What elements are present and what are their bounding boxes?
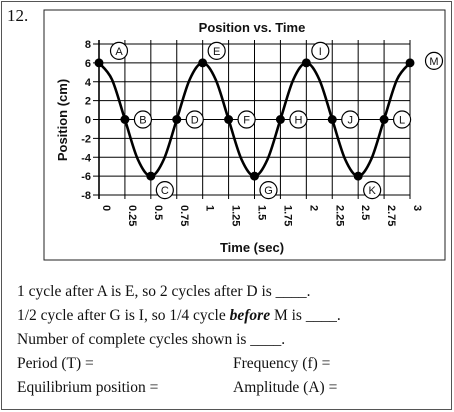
- point-label-a: A: [115, 46, 123, 58]
- point-marker-a: [94, 58, 104, 68]
- question-line-2-pre: 1/2 cycle after G is I, so 1/4 cycle: [17, 307, 230, 324]
- point-marker-m: [405, 58, 415, 68]
- period-prompt: Period (T) =: [17, 355, 94, 372]
- y-tick-label: -2: [81, 133, 91, 145]
- point-callout-h: [289, 110, 308, 129]
- y-tick-label: 2: [85, 96, 91, 108]
- point-marker-i: [301, 58, 311, 68]
- point-label-d: D: [191, 115, 199, 127]
- point-label-j: J: [348, 115, 354, 127]
- question-number: 12.: [7, 6, 29, 25]
- question-line-2-emphasis: before: [229, 307, 271, 324]
- point-callout-k: [363, 181, 382, 200]
- x-axis-label: Time (sec): [220, 240, 284, 255]
- point-label-g: G: [264, 185, 273, 197]
- point-callout-j: [341, 110, 360, 129]
- x-tick-label: 2.75: [385, 205, 397, 226]
- y-tick-label: -8: [81, 190, 91, 202]
- x-tick-label: 1.5: [256, 205, 268, 220]
- labeled-points: A B C D E F G H I J K L M: [94, 41, 444, 200]
- point-marker-d: [172, 115, 182, 124]
- point-label-c: C: [161, 185, 169, 197]
- point-label-i: I: [319, 46, 322, 58]
- point-marker-h: [275, 115, 285, 124]
- x-axis: 0 0.25 0.5 0.75 1 1.25 1.5 1.75 2 2.25 2.5 2.75 3: [100, 205, 423, 226]
- question-line-2: 1/2 cycle after G is I, so 1/4 cycle bef…: [17, 307, 341, 325]
- amplitude-prompt: Amplitude (A) =: [233, 379, 338, 396]
- point-label-k: K: [368, 185, 376, 197]
- x-tick-label: 1.25: [230, 205, 242, 226]
- x-tick-label: 3: [411, 205, 423, 211]
- y-tick-label: 6: [85, 58, 91, 70]
- y-tick-label: 4: [85, 77, 92, 89]
- y-tick-label: 8: [85, 39, 91, 51]
- x-tick-label: 1: [204, 205, 216, 211]
- chart-title: Position vs. Time: [199, 20, 306, 35]
- point-callout-e: [207, 41, 226, 60]
- point-callout-l: [392, 110, 412, 129]
- y-tick-label: 0: [85, 115, 91, 127]
- equilibrium-prompt: Equilibrium position =: [17, 379, 159, 396]
- point-label-h: H: [294, 115, 302, 127]
- chart-frame: [43, 9, 446, 261]
- point-callout-b: [133, 110, 153, 129]
- x-tick-label: 2.5: [359, 205, 371, 220]
- y-tick-label: -4: [81, 152, 92, 164]
- point-callout-c: [155, 181, 174, 200]
- point-callout-f: [237, 110, 256, 129]
- point-marker-b: [120, 115, 130, 124]
- question-line-3: Number of complete cycles shown is ____.: [17, 331, 286, 348]
- question-line-2-post: M is ____.: [270, 307, 341, 324]
- point-marker-e: [198, 58, 208, 68]
- point-marker-f: [224, 115, 234, 124]
- x-tick-label: 2: [307, 205, 319, 211]
- position-time-chart: 8 6 4 2 0 -2 -4 -6 -8 0 0.25 0.5 0.75 1 1.25 1.5 1.75 2 2…: [43, 9, 446, 261]
- point-label-e: E: [213, 46, 220, 58]
- point-label-f: F: [243, 115, 250, 127]
- x-tick-label: 0.25: [126, 205, 138, 226]
- point-callout-i: [311, 41, 330, 60]
- x-tick-label: 0.5: [152, 205, 164, 220]
- x-tick-label: 2.25: [333, 205, 345, 226]
- point-marker-g: [250, 171, 259, 181]
- point-label-l: L: [399, 115, 405, 127]
- y-axis-label: Position (cm): [55, 79, 70, 161]
- y-tick-label: -6: [81, 171, 91, 183]
- frequency-prompt: Frequency (f) =: [233, 355, 331, 372]
- point-marker-l: [379, 115, 389, 124]
- x-tick-label: 1.75: [281, 205, 293, 226]
- point-label-b: B: [139, 115, 146, 127]
- point-callout-a: [109, 41, 129, 60]
- question-line-1: 1 cycle after A is E, so 2 cycles after …: [17, 283, 311, 300]
- point-label-m: M: [429, 56, 438, 68]
- point-callout-g: [259, 181, 278, 200]
- point-marker-c: [146, 171, 156, 181]
- x-tick-label: 0.75: [178, 205, 190, 226]
- point-marker-k: [353, 171, 363, 181]
- point-callout-m: [424, 51, 444, 70]
- x-tick-label: 0: [100, 205, 112, 211]
- point-marker-j: [327, 115, 337, 124]
- point-callout-d: [185, 110, 204, 129]
